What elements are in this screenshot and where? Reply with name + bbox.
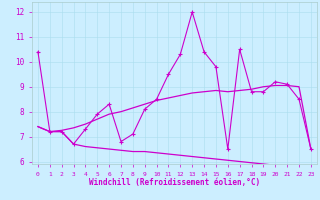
X-axis label: Windchill (Refroidissement éolien,°C): Windchill (Refroidissement éolien,°C) xyxy=(89,178,260,187)
